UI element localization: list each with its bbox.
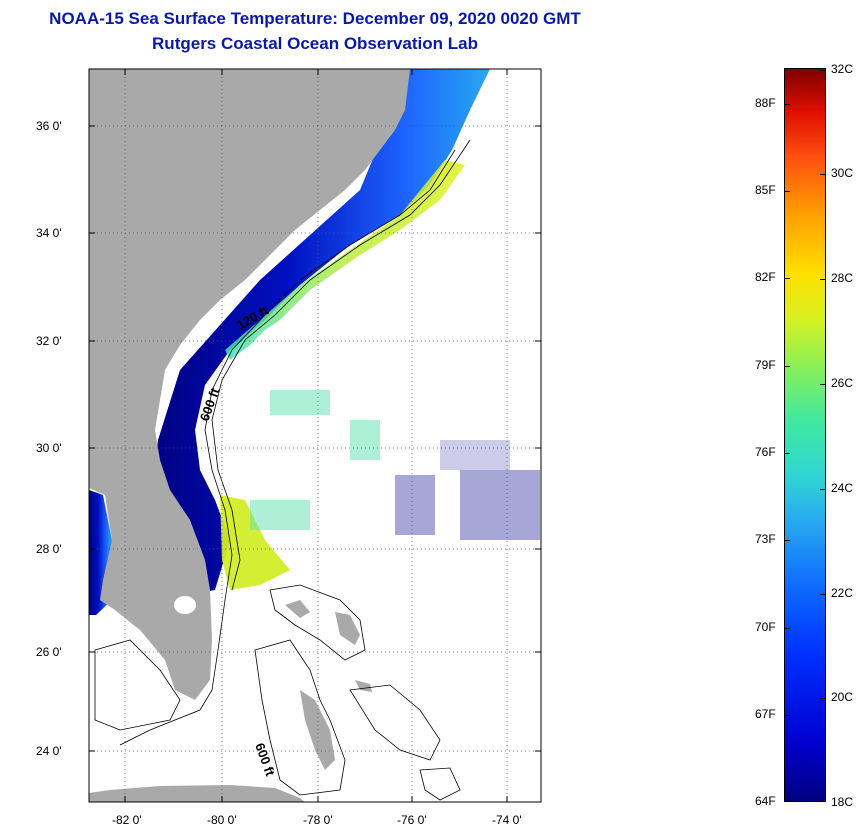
lon-label: -74 0' xyxy=(492,813,522,827)
lat-label: 34 0' xyxy=(36,226,62,240)
colorbar-tick-f xyxy=(785,453,790,454)
warm-water-patch xyxy=(220,495,290,590)
colorbar-label-f: 70F xyxy=(755,620,776,634)
lat-label: 36 0' xyxy=(36,119,62,133)
colorbar-label-f: 88F xyxy=(755,96,776,110)
lon-label: -78 0' xyxy=(303,813,333,827)
land-mainland xyxy=(89,69,410,700)
map-subtitle: Rutgers Coastal Ocean Observation Lab xyxy=(152,34,478,53)
colorbar-label-c: 26C xyxy=(831,376,854,390)
colorbar-label-f: 85F xyxy=(755,183,776,197)
land-cuba xyxy=(89,785,305,802)
colorbar-label-c: 20C xyxy=(831,690,854,704)
colorbar-tick-c xyxy=(820,489,825,490)
colorbar-tick-c xyxy=(820,698,825,699)
lon-label: -80 0' xyxy=(207,813,237,827)
colorbar-tick-f xyxy=(785,540,790,541)
colorbar-tick-c xyxy=(820,174,825,175)
lon-label: -82 0' xyxy=(112,813,142,827)
colorbar-tick-f xyxy=(785,278,790,279)
colorbar-label-f: 64F xyxy=(755,794,776,808)
colorbar-tick-c xyxy=(820,70,825,71)
colorbar-tick-f xyxy=(785,191,790,192)
offshore-scatter xyxy=(395,440,540,540)
colorbar-label-f: 73F xyxy=(755,532,776,546)
colorbar-label-f: 67F xyxy=(755,707,776,721)
colorbar-label-f: 79F xyxy=(755,358,776,372)
colorbar-label-c: 32C xyxy=(831,62,854,76)
colorbar-label-c: 18C xyxy=(831,795,854,809)
colorbar-tick-f xyxy=(785,104,790,105)
colorbar-tick-f xyxy=(785,715,790,716)
land-bahamas xyxy=(285,600,372,770)
temperature-colorbar xyxy=(784,68,826,802)
colorbar-label-c: 24C xyxy=(831,481,854,495)
colorbar-tick-f xyxy=(785,366,790,367)
map-frame xyxy=(88,68,542,803)
colorbar-label-c: 30C xyxy=(831,166,854,180)
colorbar-label-f: 76F xyxy=(755,445,776,459)
lat-label: 28 0' xyxy=(36,542,62,556)
lat-label: 32 0' xyxy=(36,334,62,348)
colorbar-label-f: 82F xyxy=(755,270,776,284)
gulf-stream-warm-band xyxy=(225,160,465,360)
lon-label: -76 0' xyxy=(397,813,427,827)
colorbar-tick-f xyxy=(785,628,790,629)
offshore-warm-scatter xyxy=(250,390,380,530)
colorbar-label-c: 22C xyxy=(831,586,854,600)
coastal-cold-water xyxy=(150,69,490,600)
lake-okeechobee xyxy=(174,596,196,614)
colorbar-tick-c xyxy=(820,594,825,595)
bathymetry-contours xyxy=(94,139,471,801)
lat-label: 26 0' xyxy=(36,645,62,659)
colorbar-tick-c xyxy=(820,279,825,280)
lat-label: 30 0' xyxy=(36,441,62,455)
contour-label-600ft-south: 600 ft xyxy=(252,741,278,779)
axis-ticks xyxy=(89,69,541,802)
colorbar-tick-c xyxy=(820,384,825,385)
graticule xyxy=(89,69,541,802)
map-title: NOAA-15 Sea Surface Temperature: Decembe… xyxy=(49,9,581,28)
lat-label: 24 0' xyxy=(36,744,62,758)
colorbar-label-c: 28C xyxy=(831,271,854,285)
